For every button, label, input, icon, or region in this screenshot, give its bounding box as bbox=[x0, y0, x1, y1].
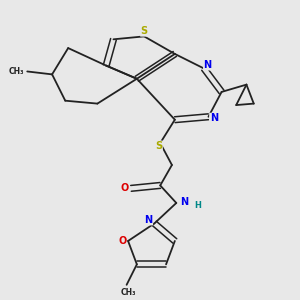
Text: S: S bbox=[155, 141, 162, 151]
Text: H: H bbox=[194, 201, 201, 210]
Text: N: N bbox=[180, 196, 188, 206]
Text: S: S bbox=[141, 26, 148, 36]
Text: N: N bbox=[210, 113, 218, 123]
Text: CH₃: CH₃ bbox=[120, 288, 136, 297]
Text: N: N bbox=[203, 60, 211, 70]
Text: O: O bbox=[118, 236, 126, 246]
Text: N: N bbox=[145, 215, 153, 225]
Text: CH₃: CH₃ bbox=[8, 67, 24, 76]
Text: O: O bbox=[120, 183, 129, 194]
